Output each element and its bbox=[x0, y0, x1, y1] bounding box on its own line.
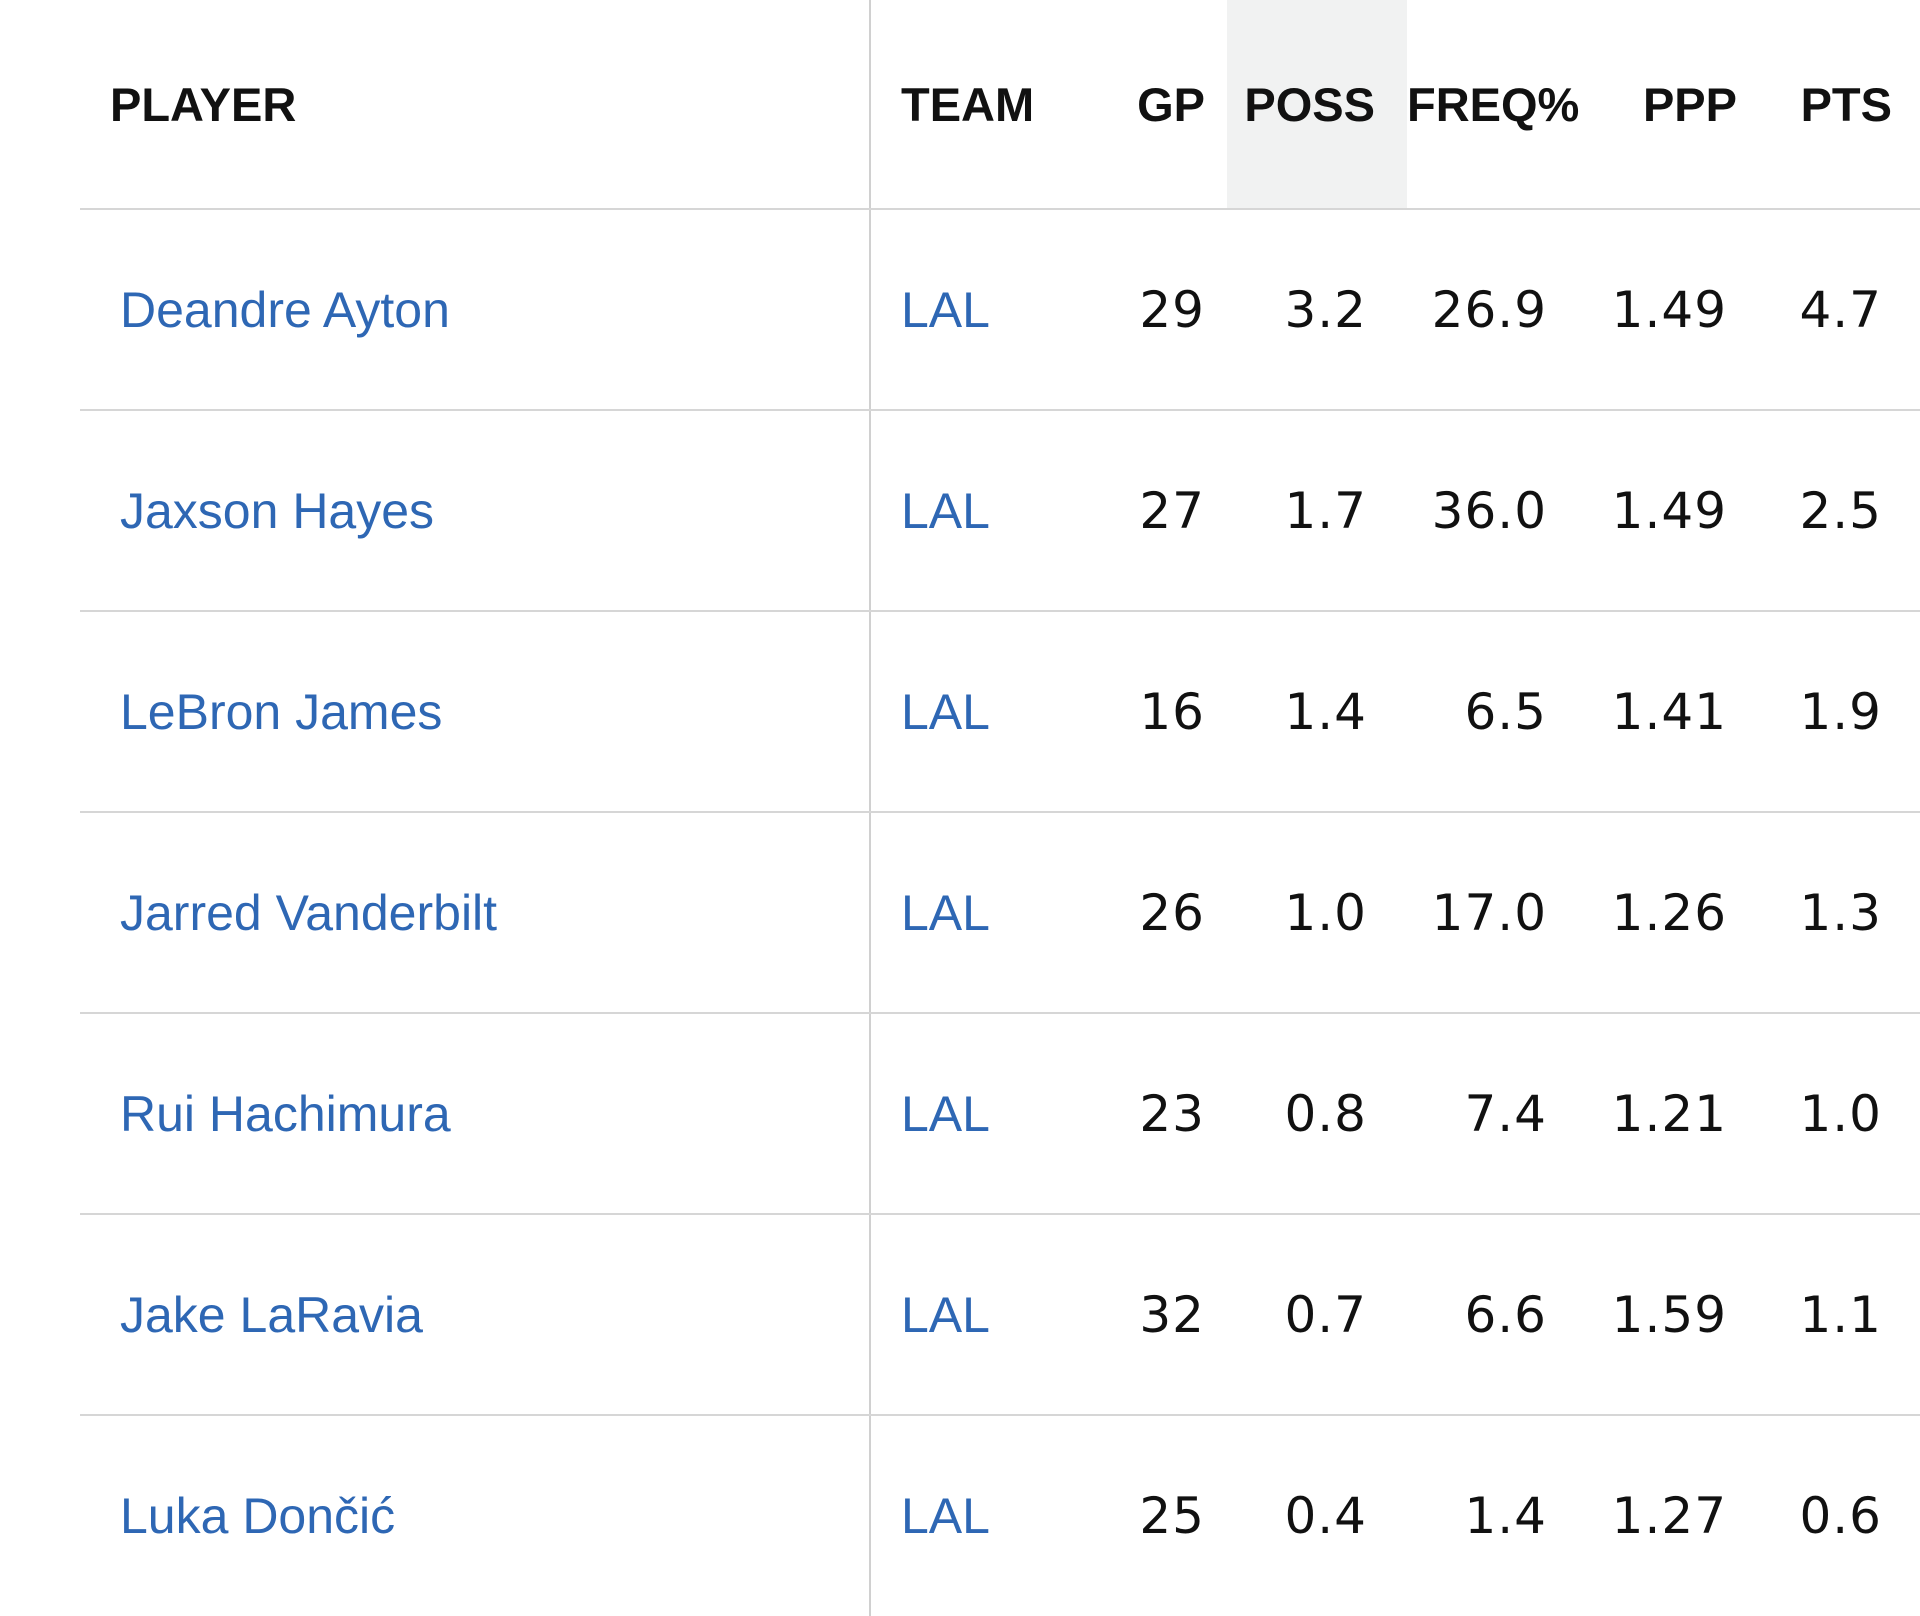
team-link[interactable]: LAL bbox=[901, 482, 990, 539]
freq-cell: 36.0 bbox=[1407, 410, 1587, 612]
table-header: PLAYER TEAM GP POSS FREQ% PPP PTS bbox=[80, 0, 1920, 210]
player-cell: Luka Dončić bbox=[80, 1415, 871, 1616]
ppp-cell: 1.26 bbox=[1587, 812, 1762, 1014]
player-cell: Deandre Ayton bbox=[80, 209, 871, 411]
ppp-cell: 1.49 bbox=[1587, 410, 1762, 612]
gp-cell: 32 bbox=[1067, 1214, 1227, 1416]
ppp-cell: 1.59 bbox=[1587, 1214, 1762, 1416]
team-cell: LAL bbox=[870, 410, 1067, 612]
pts-cell: 4.7 bbox=[1762, 209, 1920, 411]
table-row: LeBron James LAL 16 1.4 6.5 1.41 1.9 bbox=[80, 611, 1920, 813]
player-link[interactable]: Deandre Ayton bbox=[120, 281, 450, 338]
gp-cell: 25 bbox=[1139, 1487, 1205, 1545]
freq-cell: 6.5 bbox=[1407, 611, 1587, 813]
table-row: Jarred Vanderbilt LAL 26 1.0 17.0 1.26 1… bbox=[80, 812, 1920, 1014]
poss-cell: 0.4 bbox=[1284, 1487, 1367, 1545]
table-row: Deandre Ayton LAL 29 3.2 26.9 1.49 4.7 bbox=[80, 209, 1920, 411]
player-link[interactable]: Jarred Vanderbilt bbox=[120, 884, 498, 941]
team-cell: LAL bbox=[870, 611, 1067, 813]
column-header-pts[interactable]: PTS bbox=[1762, 0, 1920, 210]
player-cell: Rui Hachimura bbox=[80, 1013, 871, 1215]
gp-cell: 27 bbox=[1067, 410, 1227, 612]
player-cell: LeBron James bbox=[80, 611, 871, 813]
freq-cell: 6.6 bbox=[1407, 1214, 1587, 1416]
freq-cell: 7.4 bbox=[1407, 1013, 1587, 1215]
poss-cell: 3.2 bbox=[1227, 209, 1407, 411]
player-link[interactable]: LeBron James bbox=[120, 683, 443, 740]
team-link[interactable]: LAL bbox=[901, 1286, 990, 1343]
team-link[interactable]: LAL bbox=[901, 1488, 990, 1544]
gp-cell: 23 bbox=[1067, 1013, 1227, 1215]
column-header-gp[interactable]: GP bbox=[1067, 0, 1227, 210]
player-link[interactable]: Jake LaRavia bbox=[120, 1286, 423, 1343]
player-stats-table: PLAYER TEAM GP POSS FREQ% PPP PTS Deandr… bbox=[80, 0, 1920, 1616]
table-row: Jake LaRavia LAL 32 0.7 6.6 1.59 1.1 bbox=[80, 1214, 1920, 1416]
player-cell: Jaxson Hayes bbox=[80, 410, 871, 612]
header-row: PLAYER TEAM GP POSS FREQ% PPP PTS bbox=[80, 0, 1920, 210]
freq-cell: 17.0 bbox=[1407, 812, 1587, 1014]
team-cell: LAL bbox=[870, 1013, 1067, 1215]
poss-cell: 1.0 bbox=[1227, 812, 1407, 1014]
poss-cell: 1.4 bbox=[1227, 611, 1407, 813]
table-row: Luka Dončić LAL 25 0.4 1.4 1.27 0.6 bbox=[80, 1415, 1920, 1616]
table-row: Jaxson Hayes LAL 27 1.7 36.0 1.49 2.5 bbox=[80, 410, 1920, 612]
ppp-cell: 1.41 bbox=[1587, 611, 1762, 813]
column-header-poss-sorted[interactable]: POSS bbox=[1227, 0, 1407, 210]
pts-cell: 1.3 bbox=[1762, 812, 1920, 1014]
player-link[interactable]: Luka Dončić bbox=[120, 1488, 396, 1544]
team-link[interactable]: LAL bbox=[901, 281, 990, 338]
pts-cell: 1.9 bbox=[1762, 611, 1920, 813]
ppp-cell: 1.27 bbox=[1611, 1487, 1727, 1545]
player-link[interactable]: Jaxson Hayes bbox=[120, 482, 435, 539]
team-cell: LAL bbox=[870, 1214, 1067, 1416]
player-cell: Jake LaRavia bbox=[80, 1214, 871, 1416]
gp-cell: 26 bbox=[1067, 812, 1227, 1014]
column-header-freq[interactable]: FREQ% bbox=[1407, 0, 1587, 210]
poss-cell: 1.7 bbox=[1227, 410, 1407, 612]
freq-cell: 26.9 bbox=[1407, 209, 1587, 411]
pts-cell: 0.6 bbox=[1799, 1487, 1882, 1545]
pts-cell: 1.0 bbox=[1762, 1013, 1920, 1215]
ppp-cell: 1.49 bbox=[1587, 209, 1762, 411]
gp-cell: 29 bbox=[1067, 209, 1227, 411]
column-header-player[interactable]: PLAYER bbox=[80, 0, 871, 210]
team-link[interactable]: LAL bbox=[901, 884, 990, 941]
column-header-team[interactable]: TEAM bbox=[870, 0, 1067, 210]
team-cell: LAL bbox=[870, 1415, 1067, 1616]
player-cell: Jarred Vanderbilt bbox=[80, 812, 871, 1014]
pts-cell: 2.5 bbox=[1762, 410, 1920, 612]
team-cell: LAL bbox=[870, 812, 1067, 1014]
table-row: Rui Hachimura LAL 23 0.8 7.4 1.21 1.0 bbox=[80, 1013, 1920, 1215]
freq-cell: 1.4 bbox=[1464, 1487, 1547, 1545]
poss-cell: 0.7 bbox=[1227, 1214, 1407, 1416]
ppp-cell: 1.21 bbox=[1587, 1013, 1762, 1215]
pts-cell: 1.1 bbox=[1762, 1214, 1920, 1416]
column-header-ppp[interactable]: PPP bbox=[1587, 0, 1762, 210]
team-cell: LAL bbox=[870, 209, 1067, 411]
team-link[interactable]: LAL bbox=[901, 683, 990, 740]
table-body: Deandre Ayton LAL 29 3.2 26.9 1.49 4.7 J… bbox=[80, 209, 1920, 1616]
team-link[interactable]: LAL bbox=[901, 1085, 990, 1142]
player-link[interactable]: Rui Hachimura bbox=[120, 1085, 451, 1142]
poss-cell: 0.8 bbox=[1227, 1013, 1407, 1215]
gp-cell: 16 bbox=[1067, 611, 1227, 813]
